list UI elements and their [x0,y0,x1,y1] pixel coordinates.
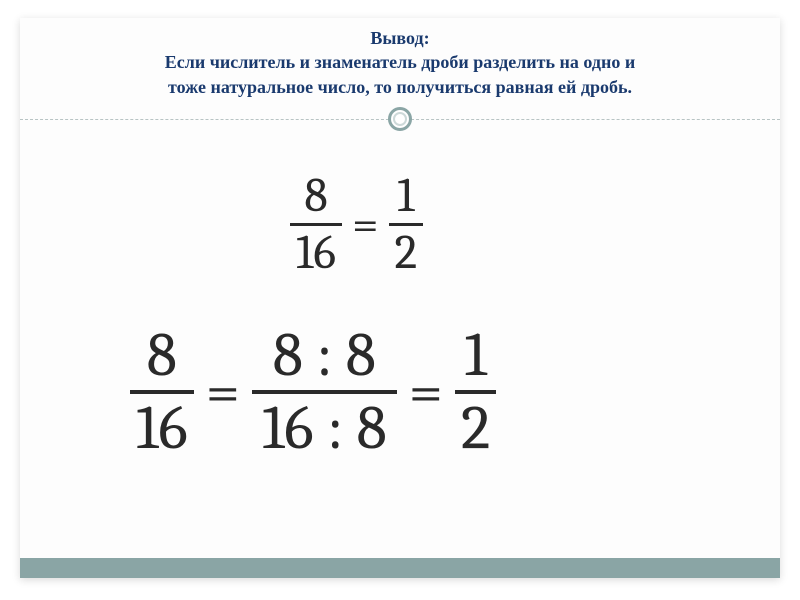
numerator: 8 : 8 [263,321,386,390]
denominator: 16 [130,394,194,463]
equals-sign: = [342,197,389,252]
header: Вывод: Если числитель и знаменатель дроб… [20,18,780,99]
equation-2: 8 16 = 8 : 8 16 : 8 = 1 2 [130,321,496,463]
title-line-1: Вывод: [40,26,760,50]
divider [20,105,780,133]
denominator: 2 [389,226,424,280]
numerator: 8 [298,169,333,223]
fraction-8-16: 8 16 [130,321,194,463]
footer-bar [20,558,780,578]
numerator: 8 [141,321,183,390]
equals-sign: = [397,356,455,428]
fraction-1-2: 1 2 [455,321,496,463]
ring-icon [388,107,412,131]
denominator: 2 [455,394,496,463]
equation-1: 8 16 = 1 2 [290,169,423,281]
fraction-1-2: 1 2 [389,169,424,281]
fraction-8d8-16d8: 8 : 8 16 : 8 [252,321,397,463]
slide: Вывод: Если числитель и знаменатель дроб… [20,18,780,578]
equals-sign: = [194,356,252,428]
title-line-2: Если числитель и знаменатель дроби разде… [40,50,760,74]
math-area: 8 16 = 1 2 8 16 = 8 : 8 16 : 8 [20,133,780,523]
denominator: 16 : 8 [252,394,397,463]
denominator: 16 [290,226,342,280]
fraction-8-16: 8 16 [290,169,342,281]
title-line-3: тоже натуральное число, то получиться ра… [40,75,760,99]
numerator: 1 [458,321,492,390]
numerator: 1 [391,169,420,223]
